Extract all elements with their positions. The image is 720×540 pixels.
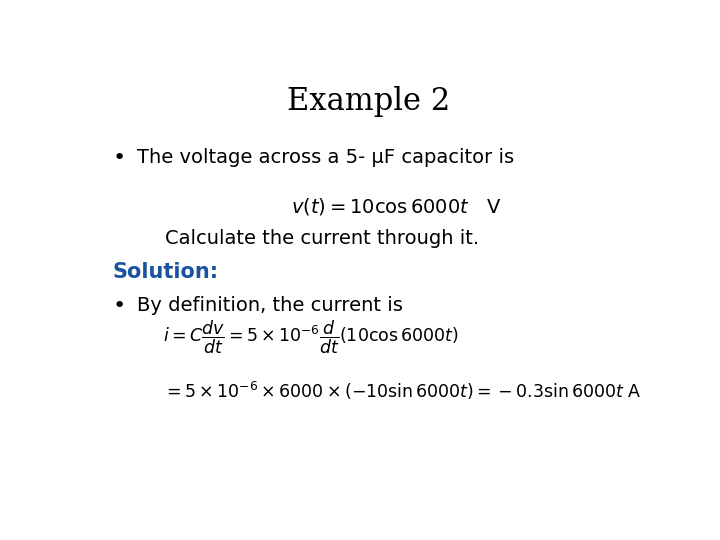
Text: The voltage across a 5- μF capacitor is: The voltage across a 5- μF capacitor is (138, 148, 515, 167)
Text: Solution:: Solution: (112, 262, 218, 282)
Text: Example 2: Example 2 (287, 85, 451, 117)
Text: •: • (112, 148, 125, 168)
Text: $v(t) = 10\cos 6000t\quad \mathrm{V}$: $v(t) = 10\cos 6000t\quad \mathrm{V}$ (291, 196, 501, 217)
Text: $= 5\times10^{-6}\times 6000\times(-10\sin 6000t) = -0.3\sin 6000t\;\mathrm{A}$: $= 5\times10^{-6}\times 6000\times(-10\s… (163, 380, 640, 402)
Text: •: • (112, 295, 125, 315)
Text: Calculate the current through it.: Calculate the current through it. (166, 229, 480, 248)
Text: By definition, the current is: By definition, the current is (138, 295, 403, 315)
Text: $i = C\dfrac{dv}{dt} = 5\times10^{-6}\dfrac{d}{dt}(10\cos 6000t)$: $i = C\dfrac{dv}{dt} = 5\times10^{-6}\df… (163, 319, 458, 356)
